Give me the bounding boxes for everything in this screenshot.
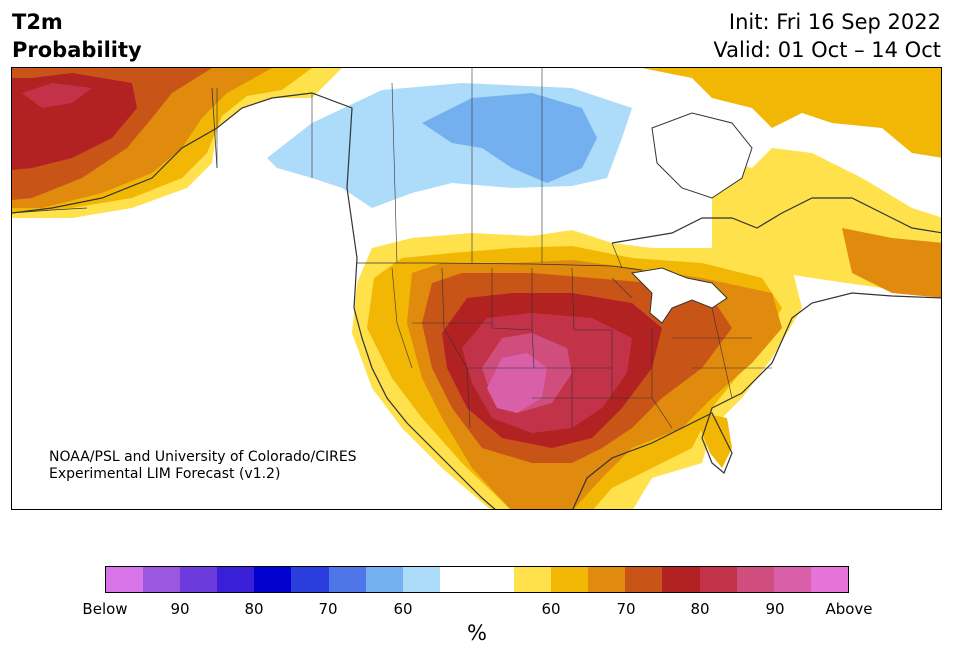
colorbar-cell xyxy=(662,567,700,592)
map-canvas xyxy=(12,68,941,509)
region-florida-gold xyxy=(700,413,732,468)
colorbar-tick-below-90: 90 xyxy=(170,600,190,618)
map-title: T2m Probability xyxy=(12,8,142,64)
colorbar-tick-above: Above xyxy=(825,600,873,618)
colorbar-cell xyxy=(254,567,292,592)
valid-range: Valid: 01 Oct – 14 Oct xyxy=(713,38,941,62)
colorbar-tick-below-80: 80 xyxy=(244,600,264,618)
colorbar-tick-above-70: 70 xyxy=(616,600,636,618)
coastline xyxy=(12,92,941,509)
region-maritime-orange xyxy=(842,228,941,298)
title-variable: T2m xyxy=(12,10,63,34)
colorbar-tick-above-90: 90 xyxy=(765,600,785,618)
colorbar-tick-above-60: 60 xyxy=(541,600,561,618)
colorbar-cell xyxy=(365,567,403,592)
region-alaska-crimson xyxy=(22,83,92,108)
colorbar-cell xyxy=(588,567,626,592)
colorbar-unit: % xyxy=(467,621,487,645)
state-borders xyxy=(391,267,772,429)
colorbar-cell xyxy=(328,567,366,592)
great-lakes xyxy=(630,267,728,324)
colorbar-cell xyxy=(514,567,552,592)
region-canada-blue xyxy=(422,93,597,183)
credit-line-1: NOAA/PSL and University of Colorado/CIRE… xyxy=(49,449,357,465)
colorbar-cell xyxy=(439,567,477,592)
title-quantity: Probability xyxy=(12,38,142,62)
hudson-bay xyxy=(651,112,753,199)
colorbar-cell xyxy=(736,567,774,592)
probability-colorbar xyxy=(105,566,849,593)
colorbar-cell xyxy=(106,567,144,592)
colorbar-cell xyxy=(625,567,663,592)
colorbar-tick-below-70: 70 xyxy=(318,600,338,618)
colorbar-cell xyxy=(217,567,255,592)
colorbar-tick-above-80: 80 xyxy=(690,600,710,618)
init-date: Init: Fri 16 Sep 2022 xyxy=(728,10,941,34)
colorbar-tick-below-60: 60 xyxy=(393,600,413,618)
credit-line-2: Experimental LIM Forecast (v1.2) xyxy=(49,466,281,482)
colorbar-cell xyxy=(143,567,181,592)
colorbar-tick-below: Below xyxy=(82,600,128,618)
colorbar-cell xyxy=(773,567,811,592)
forecast-dates: Init: Fri 16 Sep 2022 Valid: 01 Oct – 14… xyxy=(713,8,941,64)
colorbar-cell xyxy=(291,567,329,592)
colorbar-cell xyxy=(699,567,737,592)
colorbar-cell xyxy=(810,567,848,592)
province-borders xyxy=(216,68,623,269)
colorbar-cell xyxy=(551,567,589,592)
colorbar-cell xyxy=(402,567,440,592)
colorbar-cell xyxy=(476,567,515,592)
probability-map xyxy=(11,67,942,510)
colorbar-cell xyxy=(180,567,218,592)
region-ne-canada-gold xyxy=(642,68,941,158)
map-credit: NOAA/PSL and University of Colorado/CIRE… xyxy=(49,449,357,483)
